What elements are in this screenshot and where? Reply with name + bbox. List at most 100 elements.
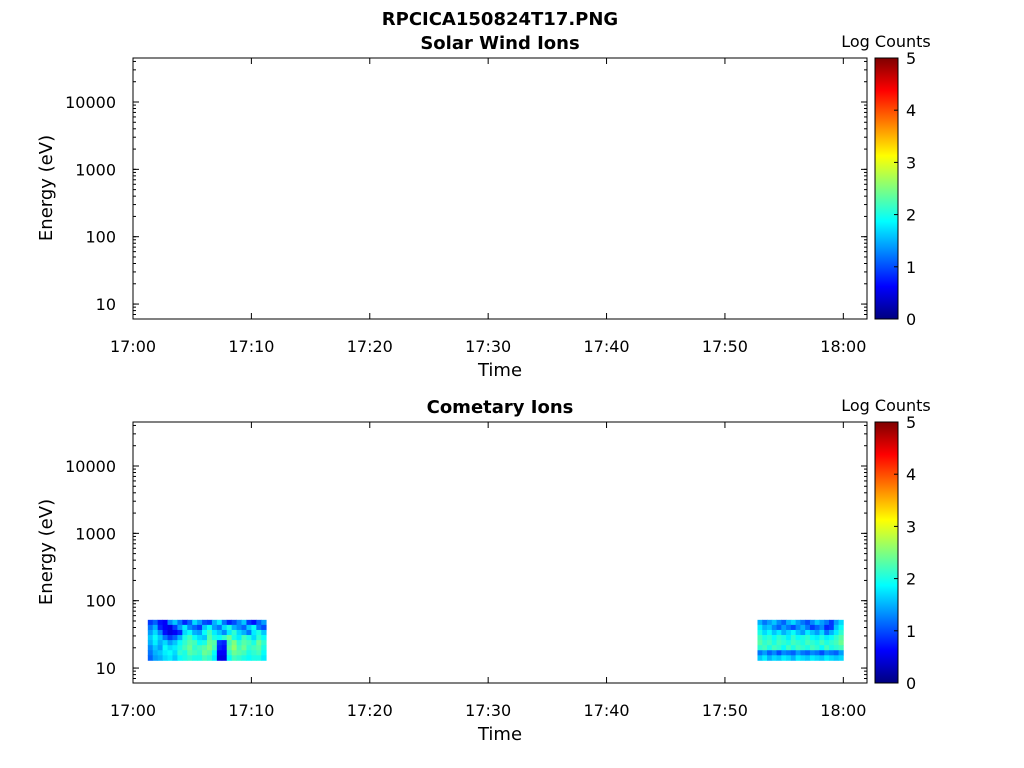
colorbar-tick-label: 0 xyxy=(906,310,916,329)
heatmap-cell xyxy=(211,650,218,656)
heatmap-cell xyxy=(824,655,830,661)
heatmap-cell xyxy=(152,629,159,636)
heatmap-cell xyxy=(157,624,163,631)
x-tick-label: 18:00 xyxy=(820,701,866,720)
y-tick-label: 100 xyxy=(85,592,116,611)
heatmap-cell xyxy=(771,640,777,646)
heatmap-cell xyxy=(206,645,213,651)
heatmap-cell xyxy=(241,619,247,626)
heatmap-cell xyxy=(202,635,208,641)
heatmap-cell xyxy=(216,629,223,636)
heatmap-cell xyxy=(157,635,163,641)
heatmap-cell xyxy=(157,655,163,661)
heatmap-cell xyxy=(829,635,835,641)
heatmap-cell xyxy=(790,640,797,646)
colorbar-tick-label: 3 xyxy=(906,153,916,172)
heatmap-cell xyxy=(192,619,198,626)
heatmap-cell xyxy=(187,645,193,651)
heatmap-cell xyxy=(251,640,257,646)
heatmap-cell xyxy=(152,635,159,641)
heatmap-cell xyxy=(241,655,247,661)
heatmap-cell xyxy=(771,645,777,651)
heatmap-cell xyxy=(809,635,816,641)
heatmap-cell xyxy=(182,650,188,656)
heatmap-cell xyxy=(246,650,252,656)
heatmap-cell xyxy=(833,619,839,626)
heatmap-cell xyxy=(226,645,233,651)
heatmap-cell xyxy=(211,645,218,651)
heatmap-cell xyxy=(192,645,198,651)
heatmap-cell xyxy=(805,635,811,641)
heatmap-cell xyxy=(202,650,208,656)
heatmap-cell xyxy=(162,619,168,626)
heatmap-cell xyxy=(795,650,801,656)
heatmap-cell xyxy=(819,640,825,646)
heatmap-cell xyxy=(206,650,213,656)
heatmap-cell xyxy=(231,640,237,646)
heatmap-cell xyxy=(162,640,168,646)
heatmap-cell xyxy=(216,640,223,646)
heatmap-cell xyxy=(809,650,816,656)
heatmap-cell xyxy=(795,640,801,646)
heatmap-cell xyxy=(824,645,830,651)
heatmap-cell xyxy=(776,650,782,656)
heatmap-cell xyxy=(202,655,208,661)
heatmap-cell xyxy=(177,650,183,656)
cometary-panel-title: Cometary Ions xyxy=(427,397,574,418)
heatmap-cell xyxy=(819,619,825,626)
heatmap-cell xyxy=(206,640,213,646)
solar-wind-y-axis-label: Energy (eV) xyxy=(36,135,57,241)
heatmap-cell xyxy=(216,655,223,661)
heatmap-cell xyxy=(757,629,763,636)
heatmap-cell xyxy=(147,655,154,661)
heatmap-cell xyxy=(162,650,168,656)
heatmap-cell xyxy=(241,650,247,656)
colorbar-tick-label: 2 xyxy=(906,570,916,589)
heatmap-cell xyxy=(206,635,213,641)
heatmap-cell xyxy=(838,640,844,646)
heatmap-cell xyxy=(767,635,773,641)
heatmap-cell xyxy=(256,645,262,651)
heatmap-cell xyxy=(838,650,844,656)
heatmap-cell xyxy=(231,624,237,631)
heatmap-cell xyxy=(800,645,806,651)
heatmap-cell xyxy=(814,619,820,626)
heatmap-cell xyxy=(838,619,844,626)
heatmap-cell xyxy=(838,645,844,651)
heatmap-cell xyxy=(162,645,168,651)
heatmap-cell xyxy=(152,640,159,646)
heatmap-cell xyxy=(757,640,763,646)
heatmap-cell xyxy=(172,624,178,631)
heatmap-cell xyxy=(251,629,257,636)
x-tick-label: 17:30 xyxy=(465,337,511,356)
heatmap-cell xyxy=(157,640,163,646)
heatmap-cell xyxy=(800,624,806,631)
heatmap-cell xyxy=(833,645,839,651)
heatmap-cell xyxy=(187,629,193,636)
heatmap-cell xyxy=(147,619,154,626)
heatmap-cell xyxy=(771,655,777,661)
heatmap-cell xyxy=(152,645,159,651)
heatmap-cell xyxy=(829,655,835,661)
heatmap-cell xyxy=(790,645,797,651)
heatmap-cell xyxy=(771,635,777,641)
heatmap-cell xyxy=(786,629,792,636)
heatmap-cell xyxy=(824,640,830,646)
heatmap-cell xyxy=(177,635,183,641)
heatmap-cell xyxy=(187,640,193,646)
heatmap-cell xyxy=(790,650,797,656)
heatmap-cell xyxy=(241,635,247,641)
heatmap-cell xyxy=(757,619,763,626)
heatmap-cell xyxy=(790,619,797,626)
heatmap-cell xyxy=(172,645,178,651)
heatmap-cell xyxy=(771,629,777,636)
heatmap-cell xyxy=(790,629,797,636)
heatmap-cell xyxy=(192,650,198,656)
heatmap-cell xyxy=(221,645,228,651)
heatmap-cell xyxy=(206,624,213,631)
heatmap-cell xyxy=(800,650,806,656)
heatmap-cell xyxy=(197,619,203,626)
heatmap-cell xyxy=(152,619,159,626)
heatmap-cell xyxy=(221,650,228,656)
heatmap-cell xyxy=(829,650,835,656)
